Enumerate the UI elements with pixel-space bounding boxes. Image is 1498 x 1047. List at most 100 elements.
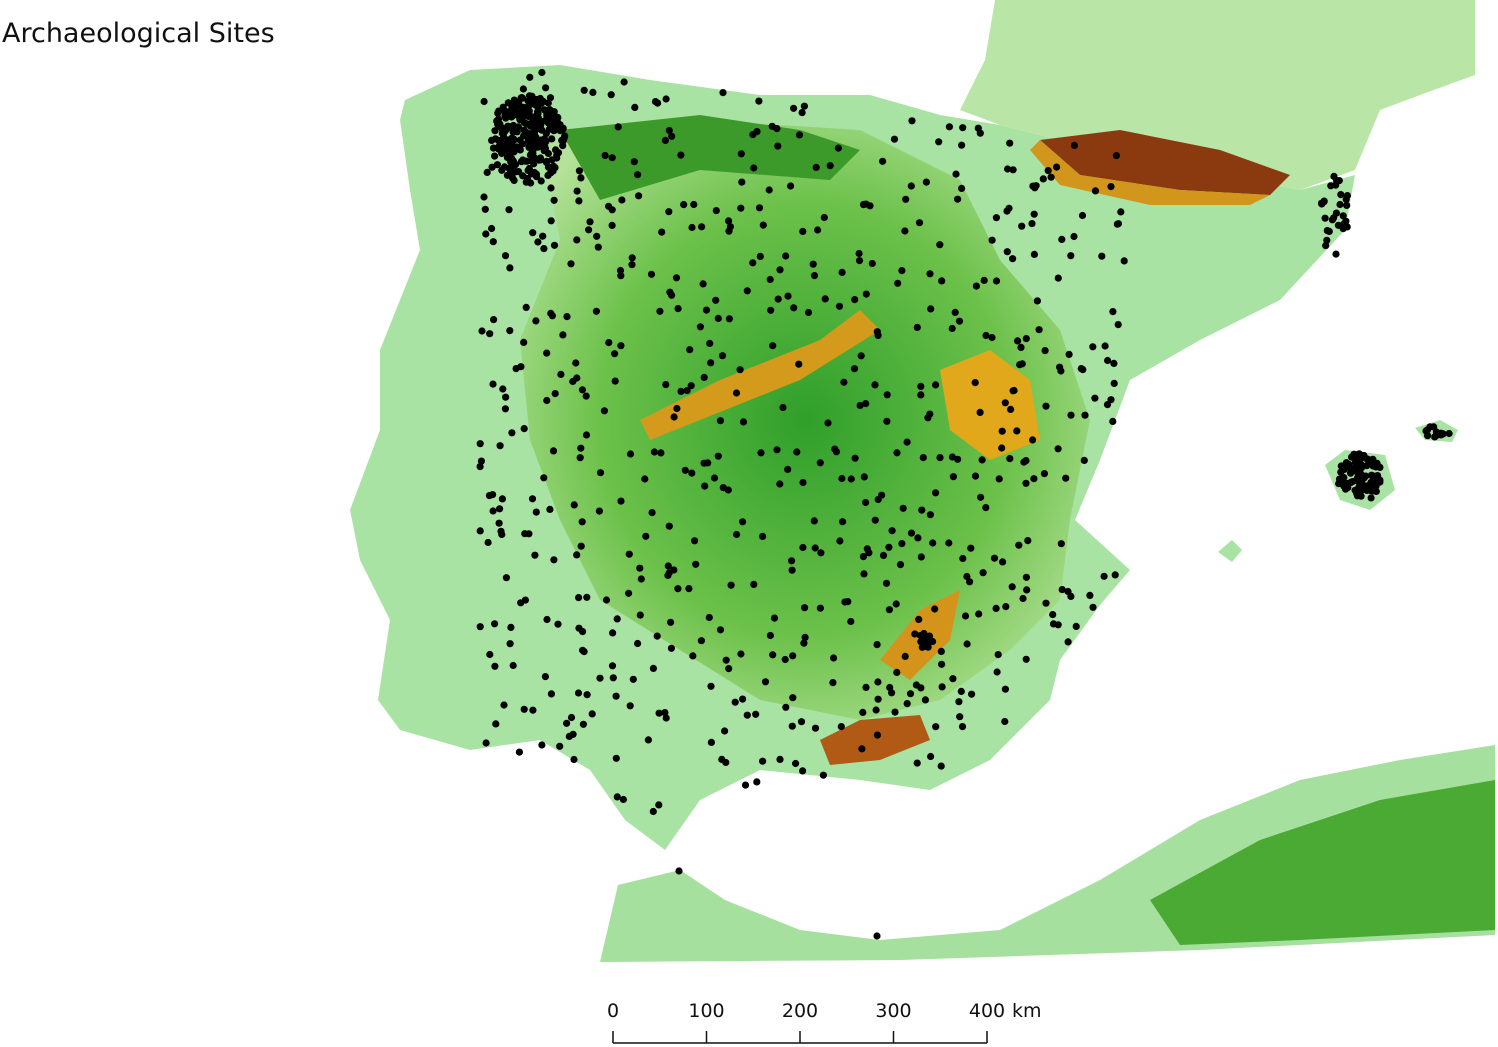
site-dot — [549, 447, 558, 455]
site-dot — [542, 130, 550, 138]
site-dot — [1047, 173, 1055, 181]
site-dot — [892, 600, 900, 608]
site-dot — [608, 206, 616, 214]
site-dot — [779, 403, 787, 412]
site-dot — [1110, 379, 1118, 387]
site-dot — [1067, 252, 1075, 260]
site-dot — [572, 359, 580, 367]
site-dot — [552, 146, 560, 154]
site-dot — [1089, 603, 1097, 611]
site-dot — [945, 539, 953, 547]
site-dot — [816, 604, 825, 612]
site-dot — [544, 110, 553, 118]
site-dot — [1058, 235, 1066, 243]
site-dot — [932, 381, 940, 389]
site-dot — [1109, 417, 1117, 425]
site-dot — [712, 296, 720, 304]
site-dot — [967, 544, 975, 552]
site-dot — [795, 360, 803, 368]
site-dot — [755, 204, 764, 212]
site-dot — [774, 142, 782, 150]
site-dot — [1366, 486, 1375, 495]
site-dot — [1114, 220, 1122, 228]
site-dot — [907, 529, 916, 537]
site-dot — [1039, 175, 1047, 183]
site-dot — [982, 331, 990, 340]
site-dot — [927, 305, 935, 313]
site-dot — [908, 117, 916, 125]
site-dot — [570, 501, 578, 509]
site-dot — [642, 532, 650, 540]
site-dot — [536, 154, 545, 162]
site-dot — [874, 495, 882, 504]
site-dot — [781, 655, 789, 664]
site-dot — [578, 386, 587, 394]
site-dot — [855, 257, 864, 265]
site-dot — [1035, 326, 1043, 334]
site-dot — [530, 168, 539, 177]
site-dot — [508, 167, 516, 175]
site-dot — [998, 444, 1006, 452]
site-dot — [750, 164, 758, 172]
site-dot — [1054, 621, 1062, 629]
site-dot — [490, 316, 498, 324]
site-dot — [1040, 470, 1048, 478]
site-dot — [648, 508, 656, 517]
site-dot — [613, 615, 621, 623]
site-dot — [498, 530, 506, 539]
site-dot — [1009, 166, 1017, 174]
site-dot — [801, 633, 809, 642]
site-dot — [851, 454, 859, 462]
site-dot — [1041, 347, 1049, 355]
site-dot — [859, 553, 868, 561]
scale-label: 400 — [969, 1000, 1005, 1022]
scale-label: 0 — [607, 1000, 619, 1022]
site-dot — [799, 227, 807, 235]
site-dot — [1120, 257, 1128, 265]
scale-label: 300 — [875, 1000, 911, 1022]
site-dot — [1104, 356, 1112, 365]
site-dot — [1340, 473, 1348, 482]
site-dot — [569, 730, 577, 738]
site-dot — [688, 223, 696, 232]
site-dot — [753, 778, 761, 786]
site-dot — [488, 163, 496, 171]
site-dot — [782, 703, 790, 711]
site-dot — [759, 757, 767, 765]
site-dot — [636, 564, 644, 572]
site-dot — [1022, 573, 1030, 581]
site-dot — [1100, 572, 1108, 580]
site-dot — [812, 163, 820, 171]
site-dot — [1030, 250, 1038, 258]
site-dot — [959, 554, 967, 563]
site-dot — [1053, 163, 1061, 171]
site-dot — [883, 417, 891, 425]
site-dot — [1353, 489, 1361, 498]
site-dot — [492, 720, 500, 728]
site-dot — [655, 801, 663, 809]
site-dot — [1110, 359, 1118, 367]
site-dot — [507, 623, 515, 632]
site-dot — [739, 695, 747, 703]
site-dot — [491, 127, 499, 135]
site-dot — [538, 68, 546, 77]
site-dot — [1101, 342, 1109, 350]
site-dot — [756, 252, 764, 260]
site-dot — [995, 475, 1003, 483]
site-dot — [937, 647, 945, 656]
site-dot — [922, 178, 931, 186]
site-dot — [644, 736, 653, 744]
site-dot — [477, 457, 485, 465]
site-dot — [1008, 583, 1016, 591]
site-dot — [1328, 216, 1336, 224]
site-dot — [661, 136, 670, 144]
meseta — [520, 120, 1090, 720]
site-dot — [840, 378, 848, 386]
site-dot — [563, 719, 571, 727]
site-dot — [1019, 594, 1027, 603]
site-dot — [533, 108, 542, 116]
site-dot — [626, 450, 635, 458]
site-dot — [548, 156, 556, 164]
site-dot — [990, 554, 999, 562]
site-dot — [580, 86, 588, 94]
